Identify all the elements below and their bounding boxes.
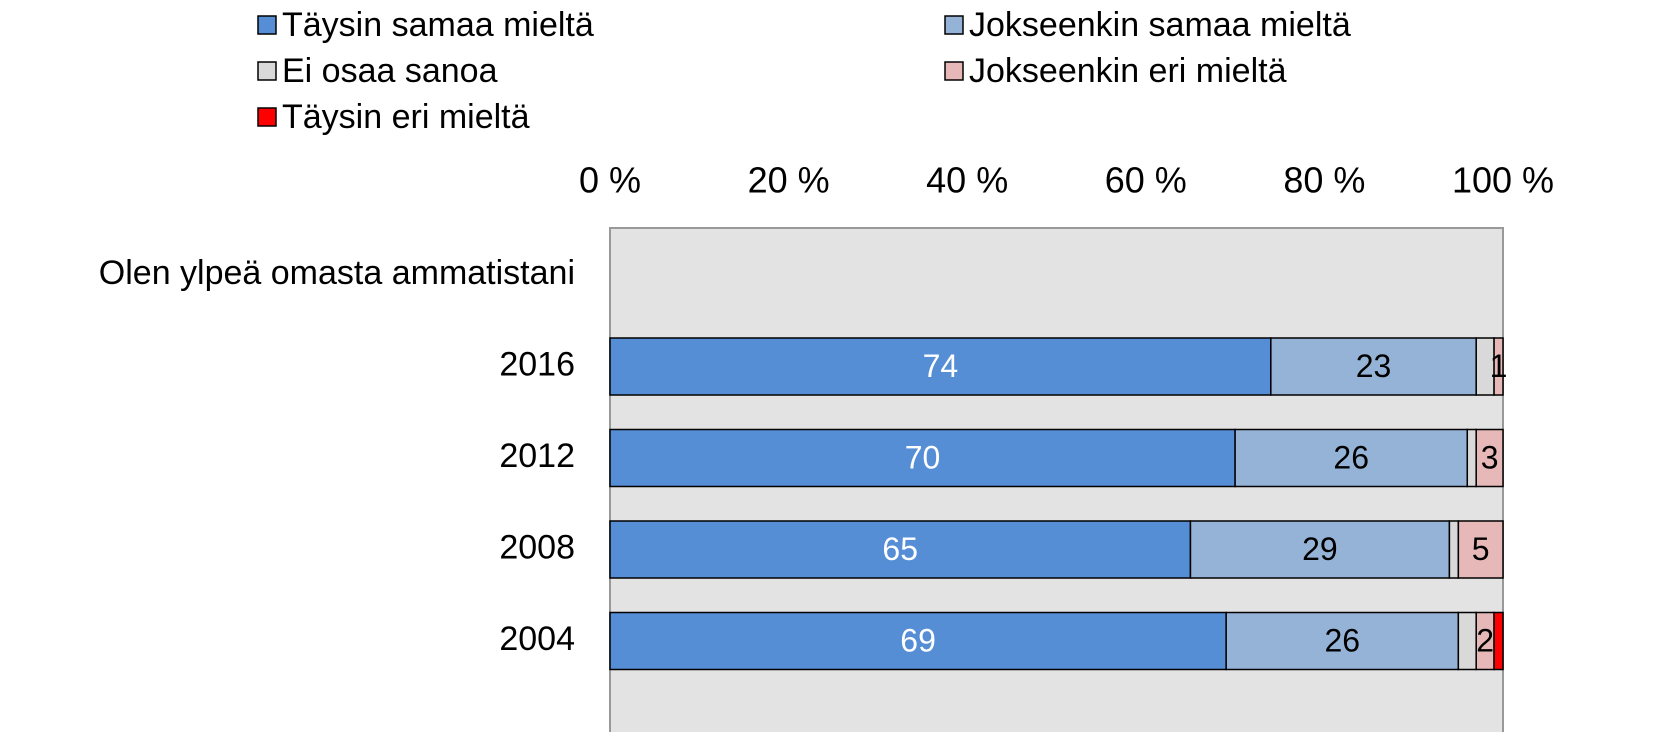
bar-segment [1457, 611, 1477, 671]
x-tick-label: 40 % [926, 160, 1008, 201]
legend-swatch [257, 61, 277, 81]
legend-label: Täysin samaa mieltä [282, 6, 594, 44]
legend-label: Jokseenkin samaa mieltä [969, 6, 1351, 44]
bar-segment [1457, 520, 1504, 579]
bar-segment [609, 520, 1192, 579]
x-tick-label: 80 % [1283, 160, 1365, 201]
data-label: 3 [1481, 439, 1499, 475]
bar-segment [1189, 520, 1451, 579]
legend-swatch [944, 61, 964, 81]
legend-label: Ei osaa sanoa [282, 52, 498, 90]
data-label: 26 [1324, 622, 1360, 658]
data-label: 2 [1476, 622, 1494, 658]
data-label: 65 [882, 531, 918, 567]
bar-segment [1493, 337, 1504, 396]
category-label: Olen ylpeä omasta ammatistani [99, 254, 575, 292]
data-label: 70 [905, 439, 941, 475]
bar-segment [1493, 611, 1504, 671]
category-label: 2004 [499, 620, 575, 658]
category-label: 2016 [499, 345, 575, 383]
data-label: 5 [1472, 531, 1490, 567]
data-label: 74 [923, 348, 959, 384]
bar-segment [1270, 337, 1477, 396]
category-label: 2012 [499, 437, 575, 475]
bar-segment [609, 428, 1236, 488]
data-label: 29 [1302, 531, 1338, 567]
data-label: 26 [1333, 439, 1369, 475]
x-tick-label: 0 % [579, 160, 641, 201]
bar-segment [1448, 520, 1460, 579]
data-label: 1 [1490, 348, 1508, 384]
bar-segment [1225, 611, 1460, 671]
legend-swatch [257, 15, 277, 35]
legend-label: Jokseenkin eri mieltä [969, 52, 1287, 90]
x-tick-label: 20 % [748, 160, 830, 201]
bar-segment [1466, 428, 1477, 488]
legend-label: Täysin eri mieltä [282, 98, 530, 136]
bar-segment [1475, 428, 1504, 488]
bar-segment [1234, 428, 1469, 488]
x-tick-label: 100 % [1452, 160, 1554, 201]
data-label: 69 [900, 622, 936, 658]
category-label: 2008 [499, 528, 575, 566]
bar-segment [609, 337, 1272, 396]
legend-swatch [257, 107, 277, 127]
x-tick-label: 60 % [1105, 160, 1187, 201]
legend-swatch [944, 15, 964, 35]
data-label: 23 [1356, 348, 1392, 384]
